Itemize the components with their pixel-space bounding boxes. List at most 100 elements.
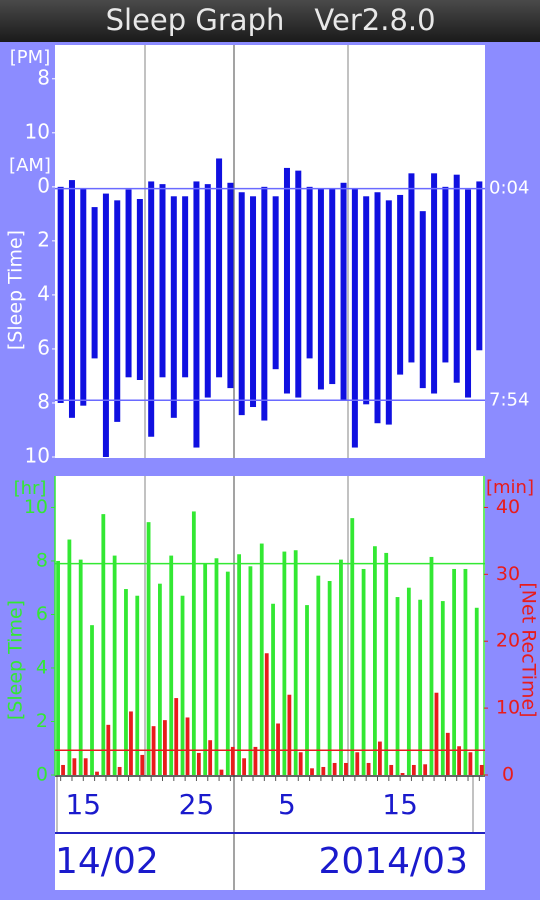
- month-label: 2014/03: [318, 841, 468, 882]
- y-tick-label: 6: [36, 603, 48, 625]
- app-title: Sleep Graph: [106, 3, 285, 37]
- sleep-time-bar: [56, 560, 60, 775]
- sleep-bar: [317, 188, 324, 390]
- y-tick-label: 10: [24, 496, 48, 518]
- rec-time-bar: [196, 752, 201, 775]
- sleep-bar: [136, 198, 143, 381]
- sleep-bar: [182, 196, 189, 378]
- sleep-time-bar: [124, 589, 128, 775]
- sleep-bar: [272, 196, 279, 370]
- y-unit: [hr]: [14, 478, 47, 499]
- rec-time-bar: [61, 764, 65, 775]
- sleep-time-bar: [350, 518, 355, 775]
- sleep-time-bar: [90, 625, 94, 775]
- rec-time-bar: [355, 752, 360, 775]
- rec-time-bar: [457, 746, 462, 775]
- x-tick-label: 25: [179, 788, 215, 821]
- y-tick-label: 8: [36, 549, 48, 571]
- sleep-time-bar: [78, 559, 83, 775]
- x-tick-label: 15: [382, 788, 418, 821]
- sleep-time-bar: [271, 603, 275, 775]
- sleep-bar: [363, 196, 370, 405]
- rec-time-bar: [163, 720, 167, 775]
- sleep-time-bar: [305, 605, 309, 775]
- sleep-time-bar: [180, 595, 185, 775]
- y-tick-label: 6: [37, 335, 50, 359]
- rec-time-bar: [400, 772, 405, 775]
- sleep-bar: [374, 192, 381, 424]
- rec-time-bar: [411, 764, 416, 775]
- sleep-time-bar: [101, 514, 106, 775]
- rec-time-bar: [95, 771, 99, 775]
- rec-time-bar: [276, 723, 280, 775]
- x-tick-label: 5: [278, 788, 296, 821]
- sleep-time-bar: [293, 550, 298, 775]
- rec-time-bar: [310, 768, 314, 775]
- y2-tick-label: 40: [496, 496, 520, 518]
- rec-time-bar: [230, 746, 235, 775]
- sleep-time-bar: [361, 568, 366, 775]
- sleep-bar: [340, 182, 347, 401]
- sleep-bar: [250, 196, 257, 408]
- sleep-time-bar: [146, 522, 151, 775]
- sleep-time-bar: [112, 555, 117, 775]
- day-dividers: [56, 45, 474, 890]
- month-label: 14/02: [55, 841, 159, 882]
- sleep-bar: [351, 188, 358, 448]
- sleep-bar: [57, 186, 64, 403]
- sleep-bar: [238, 192, 245, 416]
- y-tick-label: 10: [25, 444, 50, 468]
- y2-tick-label: 10: [496, 697, 520, 719]
- sleep-time-bar: [373, 546, 377, 775]
- sleep-bar: [385, 200, 392, 425]
- am-label: [AM]: [9, 155, 51, 176]
- rec-time-bar: [219, 769, 224, 775]
- sleep-time-bar: [327, 581, 332, 775]
- rec-time-bar: [83, 758, 88, 775]
- sleep-time-bar: [237, 554, 242, 775]
- sleep-time-bar: [158, 583, 162, 775]
- y-axis-title: [Sleep Time]: [5, 230, 27, 350]
- sleep-bar: [453, 174, 460, 383]
- sleep-bar: [193, 181, 200, 448]
- rec-time-bar: [140, 754, 145, 775]
- sleep-time-bar: [203, 563, 208, 775]
- y-axis-title: [Sleep Time]: [5, 600, 27, 720]
- pm-label: [PM]: [10, 47, 50, 68]
- sleep-time-bar: [248, 566, 253, 775]
- y-tick-label: 4: [36, 656, 48, 678]
- rec-time-bar: [117, 766, 122, 775]
- sleep-bar: [419, 211, 426, 389]
- rec-time-bar: [287, 694, 292, 775]
- sleep-time-bar: [440, 601, 445, 775]
- rec-time-bar: [174, 698, 179, 775]
- sleep-time-bar: [384, 552, 389, 775]
- title-bar: [0, 0, 540, 42]
- sleep-time-bar: [418, 599, 423, 775]
- rec-time-bar: [445, 732, 450, 775]
- sleep-time-bar: [191, 511, 196, 775]
- rec-time-bar: [208, 740, 213, 775]
- sleep-time-bar: [135, 595, 140, 775]
- sleep-bar: [114, 200, 121, 422]
- sleep-bar: [91, 207, 98, 359]
- sleep-time-bar: [225, 571, 230, 775]
- sleep-bar: [408, 173, 415, 363]
- sleep-time-bar: [316, 575, 321, 775]
- sleep-bar: [329, 188, 336, 385]
- sleep-bar: [102, 193, 109, 458]
- y-tick-label: 4: [37, 281, 50, 305]
- rec-time-bar: [389, 764, 394, 775]
- sleep-time-bar: [67, 539, 72, 775]
- rec-time-bar: [378, 741, 382, 775]
- rec-time-bar: [468, 752, 473, 775]
- rec-time-bar: [423, 764, 428, 775]
- sleep-time-bar: [406, 587, 411, 775]
- average-label: 7:54: [489, 389, 529, 410]
- sleep-bar: [227, 182, 234, 389]
- y2-unit: [min]: [486, 477, 534, 498]
- y-tick-label: 8: [37, 65, 50, 89]
- y-tick-label: 0: [36, 764, 48, 786]
- sleep-bar: [283, 167, 290, 394]
